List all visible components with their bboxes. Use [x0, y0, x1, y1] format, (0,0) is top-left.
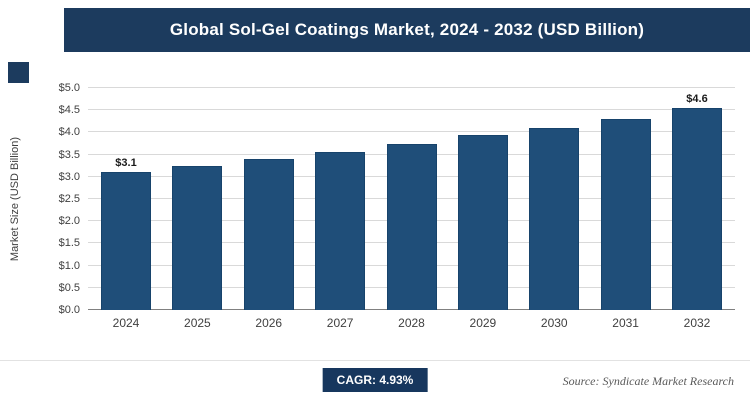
bar-2030 — [529, 127, 580, 310]
bar-2032 — [672, 107, 722, 310]
bar-2025 — [172, 165, 223, 310]
bar-2027 — [315, 152, 366, 310]
x-tick-label: 2027 — [326, 316, 354, 330]
y-tick-label: $5.0 — [58, 82, 80, 94]
source-text: Source: Syndicate Market Research — [562, 374, 734, 388]
plot-area: $3.1 $4.6 — [88, 87, 735, 310]
cagr-badge: CAGR: 4.93% — [322, 368, 428, 392]
gridline — [88, 87, 735, 88]
bars-row: $3.1 $4.6 — [88, 88, 735, 310]
bar-cell — [315, 88, 366, 310]
bar-cell — [529, 88, 580, 310]
y-tick-label: $0.5 — [58, 281, 80, 294]
bar-cell — [386, 88, 437, 310]
cagr-badge-label: CAGR: 4.93% — [336, 373, 414, 387]
bar-cell: $3.1 — [101, 88, 151, 310]
bar-2024 — [101, 172, 151, 310]
bar-cell — [600, 88, 651, 310]
y-tick-label: $2.5 — [58, 193, 80, 205]
bar-2029 — [457, 134, 508, 310]
y-tick-label: $3.0 — [58, 170, 80, 183]
bar-2028 — [386, 143, 437, 310]
y-tick-label: $3.5 — [58, 148, 80, 161]
y-axis-title: Market Size (USD Billion) — [6, 88, 24, 310]
chart-title-bar: Global Sol-Gel Coatings Market, 2024 - 2… — [64, 8, 750, 52]
x-tick-label: 2025 — [184, 316, 211, 330]
gridline — [88, 109, 735, 111]
x-tick-label: 2029 — [469, 316, 497, 330]
bar-cell — [243, 88, 294, 310]
y-tick-label: $4.5 — [58, 104, 80, 117]
x-tick-label: 2026 — [255, 316, 283, 330]
y-tick-label: $0.0 — [58, 304, 80, 316]
bar-2026 — [243, 159, 294, 310]
y-tick-label: $2.0 — [58, 215, 80, 228]
bar-value-label: $4.6 — [686, 92, 708, 105]
x-tick-label: 2024 — [112, 316, 140, 330]
y-tick-label: $1.0 — [58, 259, 80, 272]
decorative-square — [8, 62, 29, 83]
chart-title: Global Sol-Gel Coatings Market, 2024 - 2… — [169, 20, 645, 39]
x-tick-label: 2032 — [683, 316, 711, 330]
footer-divider — [0, 360, 750, 361]
x-tick-label: 2031 — [612, 316, 639, 330]
y-tick-label: $1.5 — [58, 237, 80, 250]
y-axis-title-text: Market Size (USD Billion) — [9, 136, 21, 262]
bar-value-label: $3.1 — [115, 157, 137, 170]
bar-cell — [457, 88, 508, 310]
y-axis-ticks: $0.0 $0.5 $1.0 $1.5 $2.0 $2.5 $3.0 $3.5 $4.0 $4.5… — [28, 82, 80, 316]
bar-cell: $4.6 — [672, 88, 722, 310]
x-axis-labels: 2024 2025 2026 2027 2028 2029 2030 2031 2032 — [88, 316, 735, 330]
x-tick-label: 2028 — [398, 316, 425, 330]
bar-cell — [172, 88, 223, 310]
y-tick-label: $4.0 — [58, 126, 80, 139]
x-tick-label: 2030 — [540, 316, 568, 330]
bar-2031 — [600, 119, 651, 310]
gridline — [88, 131, 735, 133]
